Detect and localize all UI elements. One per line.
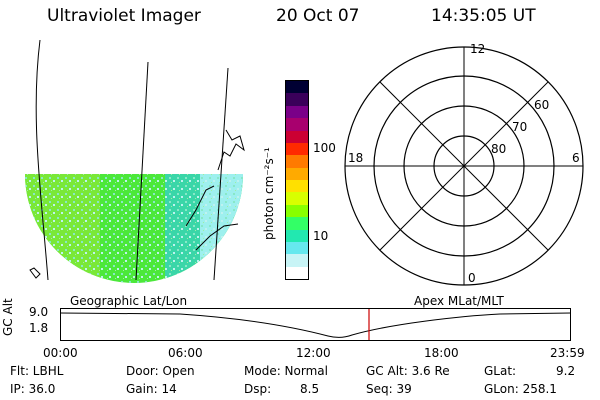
- mlt-label-12: 12: [470, 44, 485, 56]
- glon-readout: GLon: 258.1: [484, 382, 557, 396]
- polar-panel-label: Apex MLat/MLT: [414, 294, 504, 308]
- colorbar-band: [286, 118, 308, 131]
- colorbar-band: [286, 167, 308, 180]
- mlat-label-60: 60: [534, 98, 549, 112]
- colorbar: [285, 80, 309, 280]
- colorbar-band: [286, 266, 308, 279]
- mlt-label-18: 18: [348, 151, 363, 165]
- mlt-diagonal: [379, 81, 549, 251]
- colorbar-band: [286, 204, 308, 218]
- gain-readout: Gain: 14: [126, 382, 177, 396]
- timeline-ytick-1.8: 1.8: [29, 321, 49, 335]
- geographic-panel-label: Geographic Lat/Lon: [70, 294, 188, 308]
- timeline-xtick-2359: 23:59: [550, 346, 585, 360]
- colorbar-band: [286, 241, 308, 255]
- mlat-label-70: 70: [512, 120, 527, 134]
- altitude-timeline: [60, 308, 572, 341]
- meridian-line: [213, 67, 229, 281]
- meridian-line: [35, 40, 49, 281]
- timeline-axis-label: GC Alt: [1, 298, 15, 336]
- altitude-curve: [60, 312, 572, 338]
- timeline-frame: [60, 308, 571, 341]
- coastline: [185, 185, 215, 227]
- seq-readout: Seq: 39: [366, 382, 412, 396]
- colorbar-band: [286, 130, 308, 143]
- mlt-label-6: 6: [572, 151, 580, 165]
- coastline: [217, 129, 245, 171]
- mode-readout: Mode: Normal: [244, 364, 328, 378]
- app-title: Ultraviolet Imager: [47, 6, 201, 26]
- timeline-xtick-1200: 12:00: [296, 346, 331, 360]
- door-readout: Door: Open: [126, 364, 195, 378]
- geographic-image-panel: [25, 40, 245, 283]
- timeline-ytick-9: 9.0: [29, 305, 49, 319]
- glat-value: 9.2: [556, 364, 576, 378]
- colorbar-tick-100: 100: [313, 141, 336, 155]
- polar-plot: 12 18 6 0 60 70 80: [344, 44, 584, 286]
- meridian-line: [135, 61, 149, 281]
- date-readout: 20 Oct 07: [276, 6, 360, 26]
- colorbar-band: [286, 93, 308, 106]
- colorbar-band: [286, 217, 308, 230]
- colorbar-band: [286, 254, 308, 267]
- gc-alt-readout: GC Alt: 3.6 Re: [366, 364, 450, 378]
- colorbar-tick-10: 10: [313, 229, 329, 243]
- timeline-xtick-0000: 00:00: [43, 346, 78, 360]
- colorbar-band: [286, 180, 308, 193]
- mlt-label-0: 0: [468, 271, 476, 285]
- coastline: [29, 267, 41, 279]
- coastline: [195, 223, 239, 251]
- time-readout: 14:35:05 UT: [431, 6, 536, 26]
- colorbar-band: [286, 155, 308, 168]
- filter-readout: Flt: LBHL: [10, 364, 64, 378]
- colorbar-band: [286, 192, 308, 205]
- dsp-label: Dsp:: [244, 382, 272, 396]
- colorbar-band: [286, 142, 308, 156]
- ip-readout: IP: 36.0: [10, 382, 56, 396]
- colorbar-band: [286, 229, 308, 242]
- mlat-label-80: 80: [491, 142, 506, 156]
- colorbar-band: [286, 81, 308, 94]
- glat-label: GLat:: [484, 364, 517, 378]
- colorbar-unit-label: photon cm⁻²s⁻¹: [262, 147, 276, 240]
- dsp-value: 8.5: [300, 382, 320, 396]
- colorbar-band: [286, 105, 308, 119]
- timeline-xtick-0600: 06:00: [168, 346, 203, 360]
- timeline-xtick-1800: 18:00: [424, 346, 459, 360]
